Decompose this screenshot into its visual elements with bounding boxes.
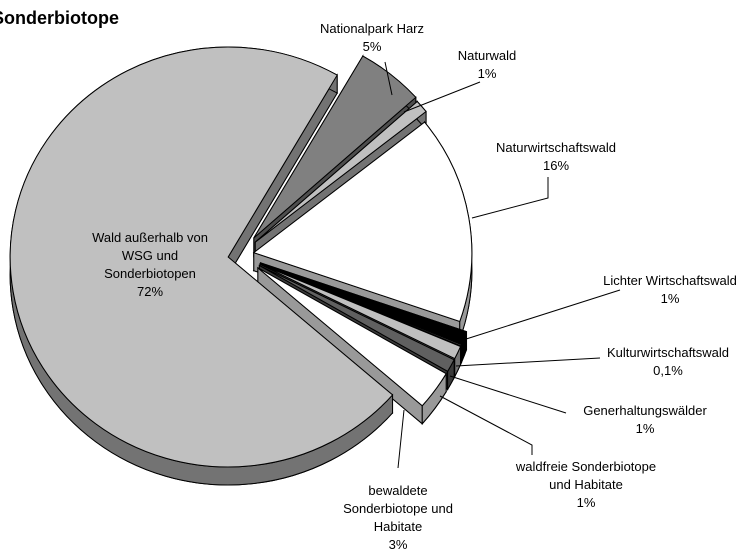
pie-slice — [253, 55, 417, 239]
data-label: Naturwirtschaftswald 16% — [456, 139, 656, 175]
slice-name: Naturwirtschaftswald — [496, 140, 616, 155]
pie-slice — [259, 263, 462, 360]
slice-value-label: 3% — [388, 537, 408, 552]
slice-value-label: 1% — [477, 66, 497, 81]
slice-name: Lichter Wirtschaftswald — [603, 273, 737, 288]
leader-line — [397, 409, 405, 469]
slice-name: Wald außerhalb von WSG und Sonderbiotope… — [92, 230, 208, 281]
pie-slice — [260, 262, 468, 345]
pie-slice — [9, 46, 394, 468]
slice-name: bewaldete Sonderbiotope und Habitate — [343, 483, 453, 534]
chart-title: Sonderbiotope — [0, 8, 119, 28]
slice-name: Naturwald — [457, 48, 517, 63]
leader-line — [384, 61, 393, 96]
pie-slice — [252, 121, 473, 323]
leader-line — [449, 375, 567, 414]
pie-slice — [259, 265, 455, 373]
data-label: Lichter Wirtschaftswald 1% — [570, 272, 751, 308]
data-label: waldfreie Sonderbiotope und Habitate 1% — [506, 458, 666, 512]
leader-line — [403, 81, 481, 113]
slice-value-label: 0,1% — [653, 363, 683, 378]
leader-line — [439, 395, 533, 455]
slice-value-label: 5% — [362, 39, 382, 54]
leader-line — [462, 289, 621, 341]
leader-line — [471, 177, 549, 219]
slice-value-label: 1% — [576, 495, 596, 510]
data-label: Wald außerhalb von WSG und Sonderbiotope… — [85, 229, 215, 301]
leader-line — [455, 357, 601, 367]
slice-name: waldfreie Sonderbiotope und Habitate — [515, 459, 657, 492]
pie-slice — [254, 100, 427, 243]
slice-name: Nationalpark Harz — [319, 21, 425, 36]
data-label: Naturwald 1% — [387, 47, 587, 83]
slice-value-label: 72% — [136, 284, 164, 299]
data-label: Generhaltungswälder 1% — [545, 402, 745, 438]
slice-name: Kulturwirtschaftswald — [606, 345, 730, 360]
slice-name: Generhaltungswälder — [583, 403, 707, 418]
slice-value-label: 1% — [635, 421, 655, 436]
data-label: Nationalpark Harz 5% — [272, 20, 472, 56]
data-label: bewaldete Sonderbiotope und Habitate 3% — [333, 482, 463, 554]
slice-value-label: 1% — [660, 291, 680, 306]
pie-slice — [260, 263, 463, 347]
data-label: Kulturwirtschaftswald 0,1% — [568, 344, 751, 380]
pie-slice — [257, 267, 447, 407]
slice-value-label: 16% — [542, 158, 570, 173]
